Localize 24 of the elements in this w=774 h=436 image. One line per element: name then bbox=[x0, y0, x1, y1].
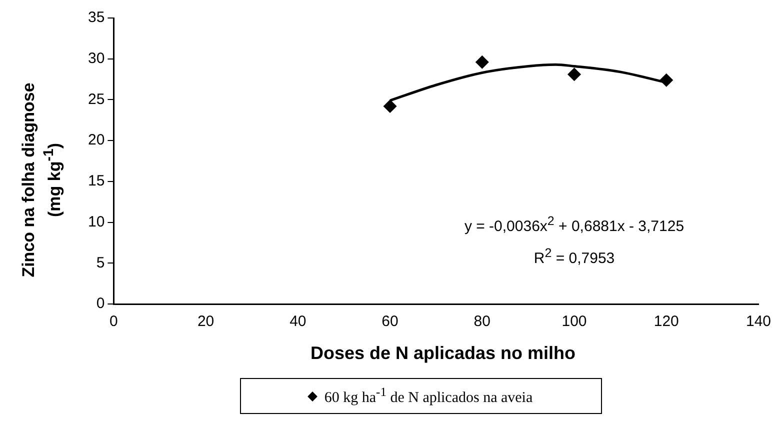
annotation: R$^{2}$ = 0,7953 bbox=[534, 246, 615, 268]
point bbox=[660, 74, 673, 86]
x-axis-title: Doses de N aplicadas no milho bbox=[310, 343, 576, 364]
point bbox=[384, 100, 396, 112]
y-tick-label: 15 bbox=[88, 172, 105, 190]
y-tick-label: 20 bbox=[88, 132, 105, 149]
x-tick-label: 20 bbox=[197, 313, 214, 330]
x-tick-label: 40 bbox=[290, 313, 306, 330]
annotation: y = -0,0036x$^{2}$ + 0,6881x - 3,7125 bbox=[464, 214, 684, 236]
x-tick-label: 80 bbox=[474, 313, 490, 330]
y-tick-label: 10 bbox=[88, 213, 105, 230]
x-tick-label: 140 bbox=[746, 313, 771, 330]
y-tick-label: 0 bbox=[96, 295, 105, 312]
x-tick-label: 0 bbox=[110, 313, 118, 330]
point bbox=[568, 68, 581, 81]
x-tick-label: 120 bbox=[654, 313, 679, 330]
y-tick-label: 30 bbox=[88, 50, 105, 67]
point bbox=[476, 56, 488, 68]
x-tick-label: 60 bbox=[382, 313, 398, 330]
y-tick-label: 25 bbox=[88, 90, 105, 108]
x-tick-label: 100 bbox=[562, 313, 587, 330]
y-tick-label: 5 bbox=[96, 254, 105, 272]
legend-label: 60 kg ha$^{-1}$ de N aplicados na aveia bbox=[324, 385, 533, 407]
y-tick-label: 35 bbox=[88, 9, 105, 26]
